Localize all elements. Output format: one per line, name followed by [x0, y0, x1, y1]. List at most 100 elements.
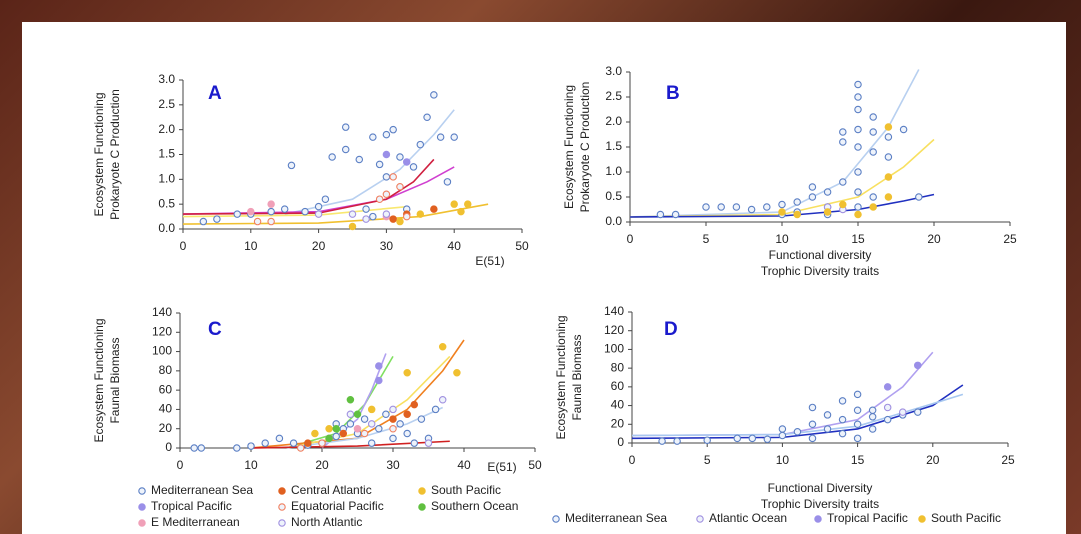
x-tick-label: 10 [244, 458, 258, 472]
y-axis-label: Prokaryote C Production [578, 82, 592, 213]
x-tick-label: 15 [851, 453, 865, 467]
legend-label: South Pacific [931, 511, 1001, 525]
point [450, 200, 458, 208]
point [389, 215, 397, 223]
point [808, 420, 817, 429]
x-axis-label: E(51) [487, 460, 516, 474]
point [854, 168, 862, 176]
x-tick-label: 30 [386, 458, 400, 472]
point [247, 442, 255, 450]
legend-marker [278, 503, 286, 511]
legend-label: Central Atlantic [291, 483, 372, 497]
legend-marker [696, 515, 704, 523]
y-tick-label: 0.0 [158, 221, 175, 235]
point [839, 138, 847, 146]
y-axis-label: Faunal Biomass [570, 334, 584, 420]
point [362, 215, 370, 223]
point [450, 133, 458, 141]
point [369, 133, 377, 141]
point [409, 163, 418, 171]
legend-label: Tropical Pacific [827, 511, 908, 525]
y-tick-label: 0 [165, 440, 172, 454]
y-tick-label: 100 [152, 344, 172, 358]
x-tick-label: 5 [703, 232, 710, 246]
point [213, 215, 221, 223]
y-tick-label: 1.0 [158, 172, 175, 186]
point [854, 105, 862, 114]
point [823, 411, 832, 419]
legend-label: Mediterranean Sea [151, 483, 253, 497]
point [823, 188, 832, 196]
point [853, 406, 862, 414]
x-tick-label: 40 [457, 458, 471, 472]
point [656, 210, 665, 219]
panel-letter: A [208, 83, 222, 104]
point [382, 150, 391, 159]
point [396, 217, 404, 226]
point [360, 415, 369, 423]
x-tick-label: 50 [528, 458, 542, 472]
point [868, 406, 877, 414]
point [763, 203, 771, 211]
point [884, 123, 893, 131]
point [808, 193, 817, 201]
y-tick-label: 2.0 [605, 114, 622, 128]
y-tick-label: 2.5 [158, 97, 175, 111]
point [369, 212, 377, 221]
point [778, 425, 787, 433]
x-tick-label: 40 [448, 239, 462, 253]
point [389, 434, 397, 443]
point [671, 210, 680, 219]
fit-curve [631, 384, 964, 440]
legend-marker [418, 487, 426, 495]
y-axis-label: Ecosystem Functioning [562, 85, 576, 209]
point [341, 123, 350, 131]
fit-curve [284, 109, 455, 215]
x-axis-label: Functional Diversity [768, 481, 873, 495]
point [854, 143, 862, 151]
point [389, 405, 397, 414]
point [884, 193, 893, 201]
point [839, 178, 847, 186]
point [793, 198, 801, 206]
y-tick-label: 2.5 [605, 89, 622, 103]
point [914, 408, 922, 416]
point [443, 178, 452, 186]
legend-marker [278, 519, 286, 527]
point [375, 376, 383, 385]
panel-letter: D [664, 319, 678, 340]
point [748, 434, 757, 443]
point [853, 434, 862, 443]
point [296, 444, 305, 452]
point [899, 125, 908, 134]
point [838, 429, 847, 438]
point [457, 207, 465, 216]
point [410, 400, 419, 409]
legend-label: Tropical Pacific [151, 499, 232, 513]
point [823, 208, 832, 216]
point [301, 207, 309, 216]
point [883, 403, 892, 412]
legend-label: Equatorial Pacific [291, 499, 384, 513]
point [410, 439, 419, 447]
point [808, 434, 817, 443]
point [389, 125, 397, 134]
fit-curve [250, 440, 450, 449]
legend-marker [814, 515, 822, 523]
point [431, 405, 440, 414]
point [430, 91, 438, 99]
point [402, 212, 411, 221]
point [793, 428, 802, 436]
point [328, 153, 336, 161]
point [436, 133, 445, 141]
point [382, 173, 391, 181]
point [341, 145, 350, 154]
point [453, 369, 461, 377]
point [883, 415, 892, 424]
y-tick-label: 140 [152, 305, 172, 319]
point [778, 431, 787, 440]
point [314, 210, 323, 218]
point [339, 429, 348, 438]
point [199, 217, 208, 226]
